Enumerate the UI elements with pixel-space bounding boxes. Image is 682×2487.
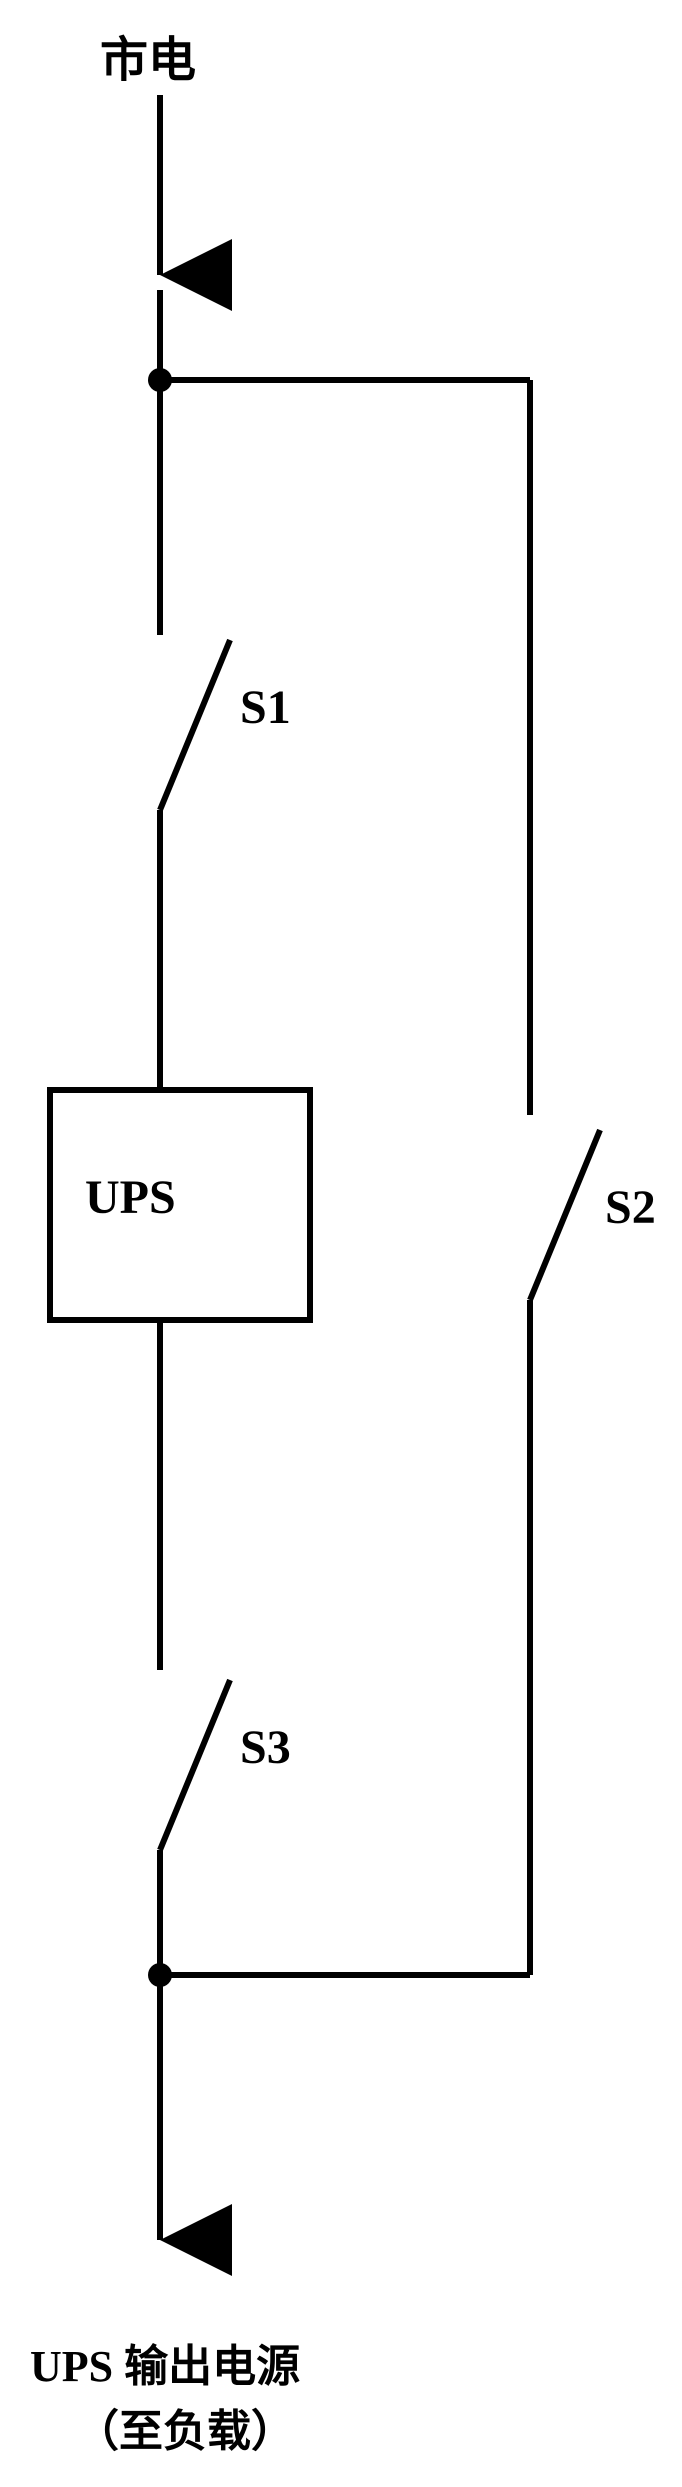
output-label-line2: （至负载） xyxy=(75,2395,295,2459)
switch-s2-label: S2 xyxy=(605,1180,656,1235)
switch-s1-lever xyxy=(160,640,230,810)
circuit-diagram xyxy=(0,0,682,2487)
switch-s3-lever xyxy=(160,1680,230,1850)
input-label: 市电 xyxy=(100,20,196,90)
ups-box-label: UPS xyxy=(85,1170,176,1225)
switch-s3-label: S3 xyxy=(240,1720,291,1775)
switch-s1-label: S1 xyxy=(240,680,291,735)
diagram-container: 市电 S1 UPS S2 S3 UPS 输出电源 （至负载） xyxy=(0,0,682,2487)
switch-s2-lever xyxy=(530,1130,600,1300)
output-label-line1: UPS 输出电源 xyxy=(30,2330,300,2394)
